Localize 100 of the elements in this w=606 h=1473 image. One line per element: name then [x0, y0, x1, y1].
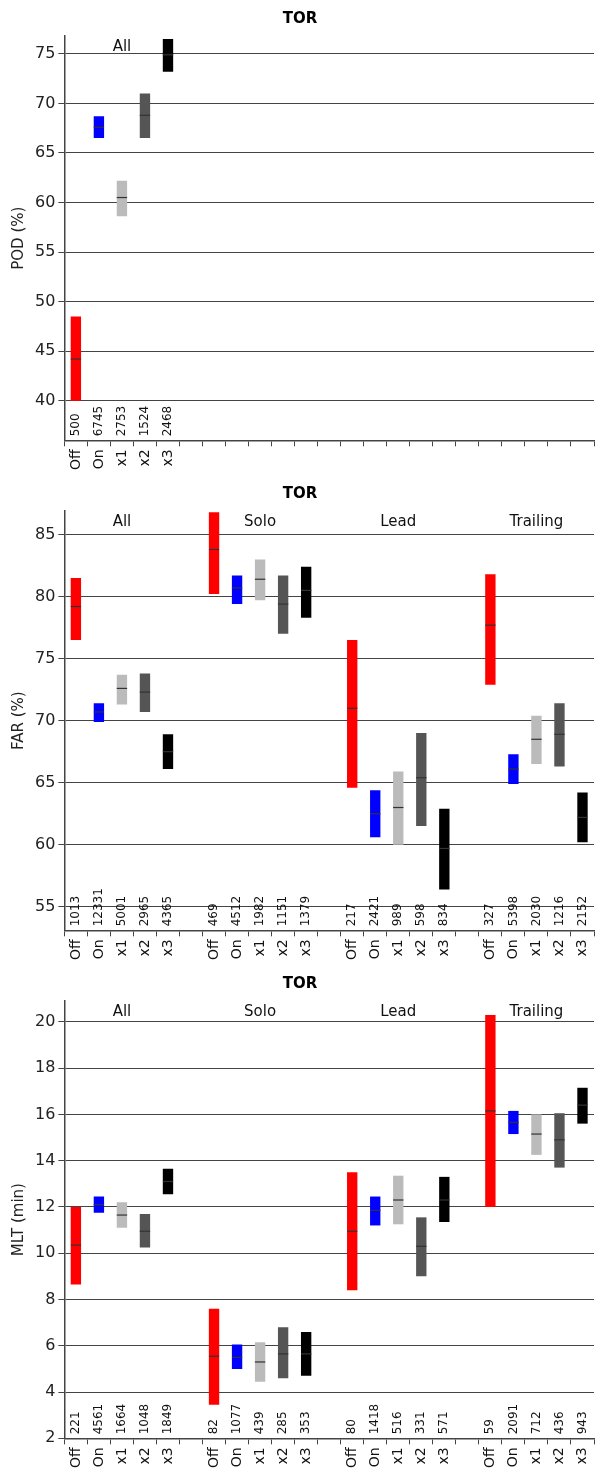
x-tick-label: x1: [527, 939, 544, 957]
x-tick-label: x3: [573, 939, 590, 957]
y-tick-label: 6: [45, 1334, 56, 1354]
annotation: 82: [206, 1419, 221, 1435]
x-tick-label: Off: [481, 1446, 498, 1469]
x-tick-label: x1: [527, 1447, 544, 1465]
x-tick-label: x3: [158, 939, 175, 957]
annotation: 516: [390, 1411, 405, 1435]
annotation: 1048: [137, 1403, 152, 1435]
y-tick-label: 16: [35, 1103, 56, 1123]
x-tick-label: x3: [296, 939, 313, 957]
x-tick-label: Off: [204, 938, 221, 961]
annotation: 5001: [114, 895, 129, 927]
annotation: 285: [275, 1411, 290, 1435]
x-tick-label: On: [227, 939, 244, 960]
annotation: 4512: [229, 895, 244, 927]
y-tick-label: 4: [45, 1381, 56, 1401]
annotation: 439: [252, 1411, 267, 1435]
y-tick-label: 70: [35, 709, 56, 729]
y-tick-label: 60: [35, 191, 56, 211]
y-tick-label: 65: [35, 771, 56, 791]
annotation: 4561: [91, 1403, 106, 1435]
annotation: 989: [390, 903, 405, 927]
x-tick-label: On: [365, 1447, 382, 1468]
y-tick-label: 50: [35, 290, 56, 310]
annotation: All: [112, 1002, 132, 1021]
annotation: Solo: [244, 512, 277, 531]
x-tick-label: Off: [66, 448, 83, 471]
y-tick-label: 65: [35, 142, 56, 162]
y-tick-label: 55: [35, 895, 56, 915]
annotation: 712: [528, 1411, 543, 1435]
annotation: 943: [574, 1411, 589, 1435]
x-tick-label: x1: [112, 939, 129, 957]
y-tick-label: 55: [35, 241, 56, 261]
x-tick-label: x2: [550, 1447, 567, 1465]
annotation: 5398: [505, 895, 520, 927]
y-tick-label: 10: [35, 1242, 56, 1262]
y-tick-label: 14: [35, 1149, 56, 1169]
annotation: 1379: [298, 895, 313, 927]
x-tick-label: x3: [296, 1447, 313, 1465]
y-tick-label: 80: [35, 585, 56, 605]
x-tick-label: x1: [250, 939, 267, 957]
annotation: 1418: [367, 1403, 382, 1435]
annotation: All: [112, 512, 132, 531]
chart-title: TOR: [282, 483, 318, 502]
x-tick-label: On: [365, 939, 382, 960]
x-tick-label: x2: [273, 1447, 290, 1465]
y-tick-label: 20: [35, 1010, 56, 1030]
annotation: 1524: [137, 405, 152, 437]
x-tick-label: x3: [158, 449, 175, 467]
x-tick-label: On: [89, 939, 106, 960]
annotation: 2030: [528, 895, 543, 927]
annotation: 436: [551, 1411, 566, 1435]
annotation: 221: [68, 1411, 82, 1435]
annotation: 500: [68, 413, 82, 437]
x-tick-label: x1: [388, 1447, 405, 1465]
annotation: 1077: [229, 1403, 244, 1435]
x-tick-label: x2: [135, 449, 152, 467]
annotation: 80: [344, 1419, 359, 1435]
annotation: Trailing: [508, 1002, 564, 1021]
x-tick-label: x3: [434, 1447, 451, 1465]
y-axis-title: FAR (%): [8, 691, 27, 750]
x-tick-label: x2: [550, 939, 567, 957]
y-tick-label: 12: [35, 1196, 56, 1216]
y-tick-label: 85: [35, 523, 56, 543]
chart-title: TOR: [282, 973, 318, 992]
annotation: 331: [413, 1411, 428, 1435]
annotation: 4365: [160, 895, 175, 927]
y-tick-label: 60: [35, 833, 56, 853]
x-tick-label: Off: [481, 938, 498, 961]
x-tick-label: On: [504, 1447, 521, 1468]
x-tick-label: x3: [158, 1447, 175, 1465]
annotation: 59: [482, 1419, 497, 1435]
x-tick-label: x2: [135, 1447, 152, 1465]
x-tick-label: Off: [66, 1446, 83, 1469]
annotation: 327: [482, 903, 497, 927]
x-tick-label: x1: [112, 1447, 129, 1465]
x-tick-label: x2: [411, 1447, 428, 1465]
annotation: 469: [206, 903, 221, 927]
x-tick-label: Off: [204, 1446, 221, 1469]
y-tick-label: 75: [35, 42, 56, 62]
annotation: 12331: [91, 888, 106, 927]
annotation: 2965: [137, 895, 152, 927]
annotation: 1216: [551, 895, 566, 927]
y-tick-label: 45: [35, 340, 56, 360]
chart-title: TOR: [282, 8, 318, 27]
annotation: Solo: [244, 1002, 277, 1021]
y-tick-label: 8: [45, 1288, 56, 1308]
x-tick-label: x2: [273, 939, 290, 957]
annotation: Lead: [380, 1002, 417, 1021]
y-tick-label: 2: [45, 1427, 56, 1447]
x-tick-label: On: [227, 1447, 244, 1468]
x-tick-label: x3: [573, 1447, 590, 1465]
annotation: 1151: [275, 895, 290, 927]
annotation: 217: [344, 903, 359, 927]
annotation: 1849: [160, 1403, 175, 1435]
x-tick-label: x1: [388, 939, 405, 957]
x-tick-label: Off: [342, 1446, 359, 1469]
annotation: 598: [413, 903, 428, 927]
annotation: All: [112, 37, 132, 56]
